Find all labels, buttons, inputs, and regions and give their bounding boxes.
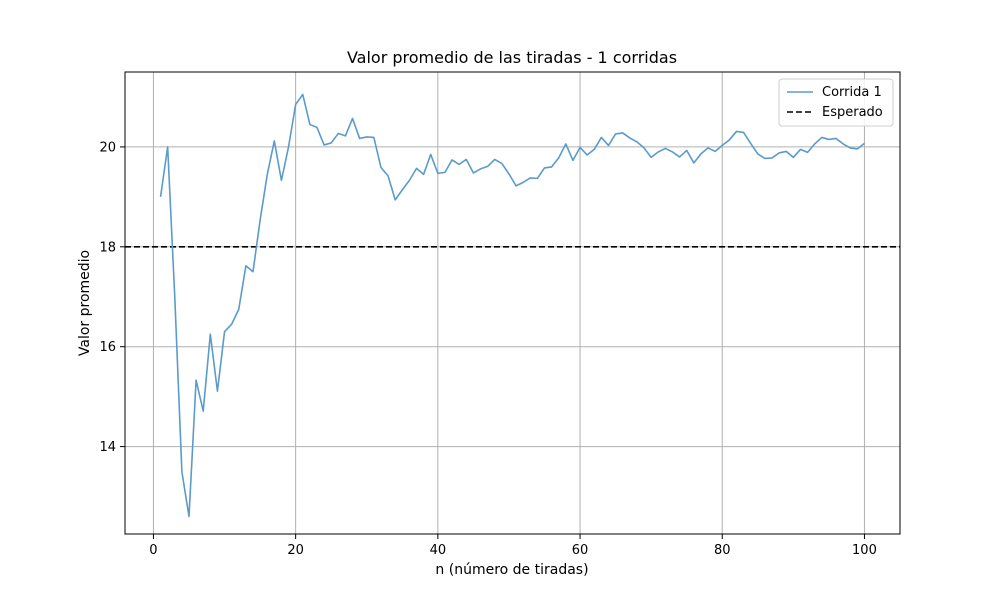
legend-label-esperado: Esperado	[822, 105, 883, 120]
y-tick-label: 16	[99, 340, 116, 355]
x-axis: 0 20 40 60 80 100	[149, 534, 877, 558]
y-axis-label: Valor promedio	[77, 250, 93, 356]
legend-box	[778, 78, 894, 127]
x-tick-label: 0	[149, 543, 157, 558]
x-tick-label: 20	[287, 543, 304, 558]
x-axis-label: n (número de tiradas)	[435, 562, 588, 578]
x-tick-label: 40	[430, 543, 447, 558]
plot-frame	[124, 71, 901, 535]
x-tick-label: 80	[714, 543, 731, 558]
legend: Corrida 1 Esperado	[778, 78, 894, 127]
x-tick-label: 100	[852, 543, 877, 558]
y-tick-label: 18	[99, 240, 116, 255]
legend-label-corrida-1: Corrida 1	[822, 85, 882, 100]
series-layer	[159, 93, 865, 518]
y-tick-label: 20	[99, 140, 116, 155]
chart-title: Valor promedio de las tiradas - 1 corrid…	[347, 48, 677, 67]
y-tick-label: 14	[99, 440, 116, 455]
series-line-corrida-1	[159, 93, 865, 518]
x-tick-label: 60	[572, 543, 589, 558]
y-axis: 14 16 18 20	[99, 140, 125, 455]
